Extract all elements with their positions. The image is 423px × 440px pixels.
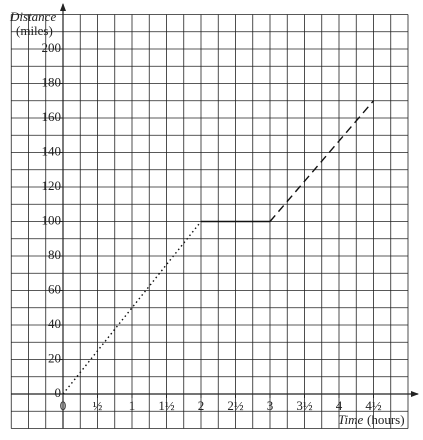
y-tick-label: 0	[55, 385, 62, 400]
x-tick-label: 2½	[227, 398, 244, 413]
y-tick-label: 60	[48, 281, 61, 296]
y-tick-label: 100	[42, 212, 62, 227]
x-tick-label: 0	[60, 398, 67, 413]
x-tick-label: 4	[336, 398, 343, 413]
x-tick-label: 1	[129, 398, 136, 413]
y-tick-label: 160	[42, 109, 62, 124]
y-axis-unit: (miles)	[16, 23, 53, 38]
line-segment	[62, 221, 202, 395]
x-tick-label: ½	[93, 398, 103, 413]
x-tick-label: 4½	[365, 398, 382, 413]
y-tick-label: 200	[42, 40, 62, 55]
x-axis-unit: (hours)	[367, 412, 405, 427]
y-axis-label: Distance	[9, 9, 56, 24]
y-tick-label: 40	[48, 316, 61, 331]
x-tick-label: 3	[267, 398, 274, 413]
y-tick-label: 180	[42, 74, 62, 89]
line-segment	[269, 100, 375, 222]
x-tick-label: 3½	[296, 398, 313, 413]
y-tick-label: 80	[48, 247, 61, 262]
y-tick-label: 120	[42, 178, 62, 193]
x-tick-label: 1½	[158, 398, 175, 413]
y-tick-label: 20	[48, 350, 61, 365]
x-tick-label: 2	[198, 398, 205, 413]
y-tick-label: 140	[42, 143, 62, 158]
x-axis-label: Time	[338, 412, 364, 427]
